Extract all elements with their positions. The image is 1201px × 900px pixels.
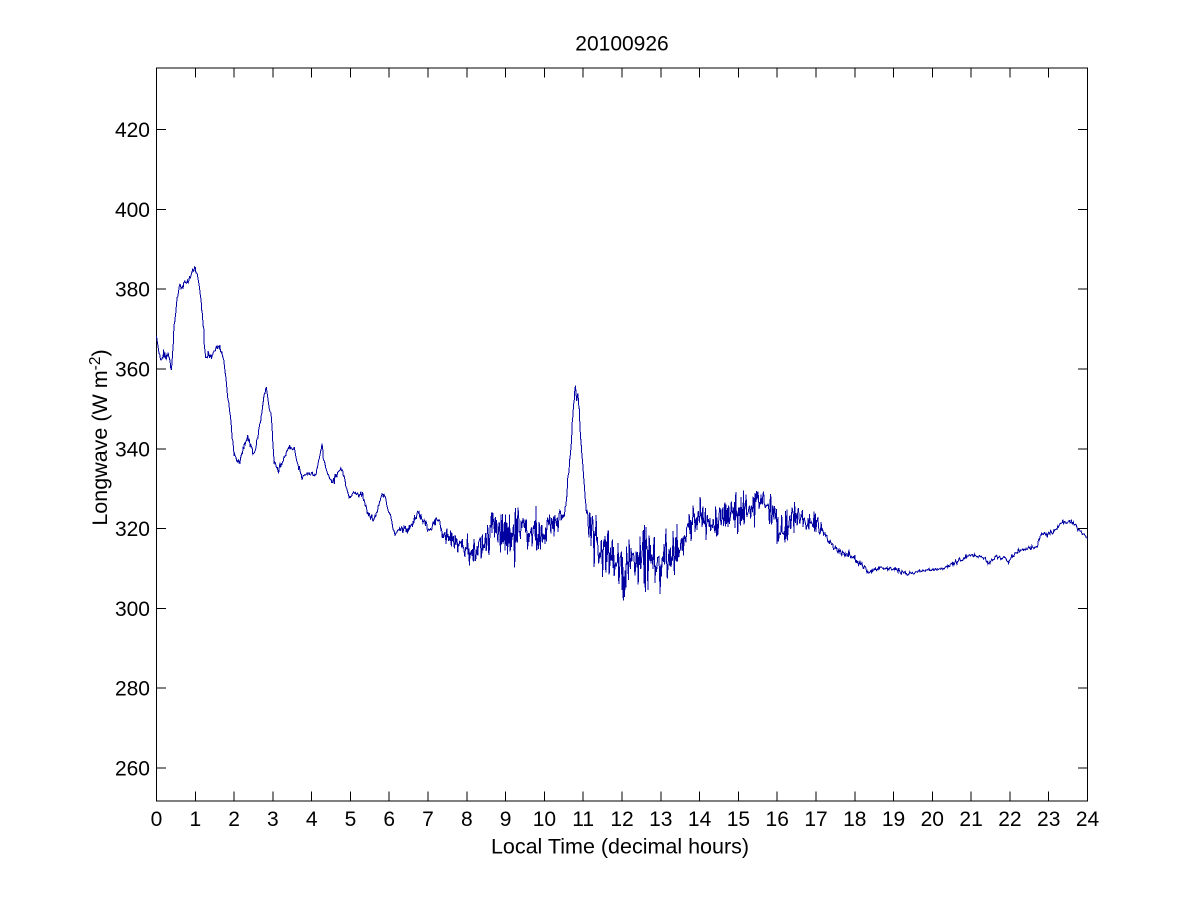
svg-text:400: 400 (115, 199, 150, 222)
svg-text:1: 1 (189, 808, 201, 831)
svg-text:11: 11 (572, 808, 594, 831)
svg-text:7: 7 (422, 808, 434, 831)
svg-text:320: 320 (115, 518, 150, 541)
svg-text:13: 13 (649, 808, 672, 831)
svg-text:12: 12 (610, 808, 633, 831)
svg-text:360: 360 (115, 359, 150, 382)
svg-text:340: 340 (115, 438, 150, 461)
svg-text:24: 24 (1076, 808, 1100, 831)
svg-text:4: 4 (306, 808, 318, 831)
svg-text:19: 19 (882, 808, 905, 831)
svg-text:8: 8 (461, 808, 473, 831)
svg-text:420: 420 (115, 119, 150, 142)
svg-text:Local Time (decimal hours): Local Time (decimal hours) (491, 835, 749, 859)
svg-text:3: 3 (267, 808, 279, 831)
svg-text:17: 17 (804, 808, 827, 831)
svg-text:300: 300 (115, 598, 150, 621)
svg-text:260: 260 (115, 758, 150, 781)
svg-text:380: 380 (115, 279, 150, 302)
svg-text:20100926: 20100926 (575, 33, 668, 56)
svg-text:0: 0 (151, 808, 163, 831)
svg-text:9: 9 (500, 808, 512, 831)
svg-text:22: 22 (998, 808, 1021, 831)
svg-text:23: 23 (1037, 808, 1060, 831)
svg-text:6: 6 (383, 808, 395, 831)
svg-text:14: 14 (688, 808, 712, 831)
svg-text:21: 21 (959, 808, 982, 831)
svg-text:10: 10 (533, 808, 556, 831)
svg-text:Longwave (W m-2): Longwave (W m-2) (87, 349, 112, 525)
svg-text:20: 20 (921, 808, 944, 831)
svg-text:280: 280 (115, 678, 150, 701)
svg-text:16: 16 (766, 808, 789, 831)
svg-text:18: 18 (843, 808, 866, 831)
svg-text:2: 2 (228, 808, 240, 831)
svg-text:5: 5 (345, 808, 357, 831)
svg-text:15: 15 (727, 808, 750, 831)
